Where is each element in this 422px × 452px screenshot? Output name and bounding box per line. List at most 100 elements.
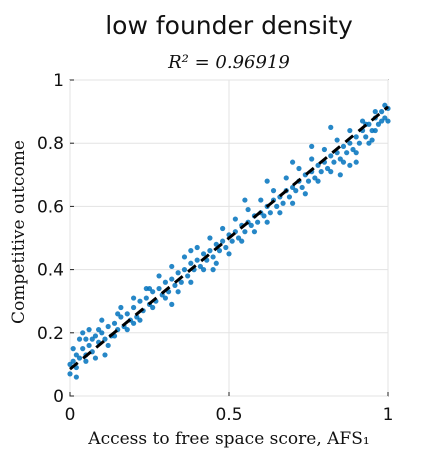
data-point	[334, 137, 340, 143]
data-point	[302, 191, 308, 197]
data-point	[328, 153, 334, 159]
data-point	[76, 336, 83, 342]
data-point	[328, 169, 334, 175]
data-point	[280, 200, 286, 206]
data-point	[267, 210, 273, 216]
data-point	[131, 295, 137, 301]
data-point	[331, 159, 337, 165]
data-point	[353, 159, 359, 165]
y-tick-label: 0.8	[37, 134, 64, 154]
data-point	[185, 273, 191, 279]
data-point	[150, 289, 156, 295]
data-point	[83, 336, 89, 342]
data-point	[318, 169, 324, 175]
y-tick-label: 0	[53, 387, 64, 407]
data-point	[223, 244, 229, 251]
data-point	[70, 346, 76, 352]
data-point	[70, 358, 76, 364]
data-point	[350, 146, 356, 153]
data-point	[290, 200, 296, 206]
data-point	[124, 311, 130, 317]
data-point	[299, 184, 305, 191]
data-point	[150, 304, 156, 311]
data-point	[261, 213, 267, 219]
data-point	[131, 320, 137, 326]
data-point	[216, 248, 223, 254]
figure-heading: low founder density	[105, 11, 353, 40]
data-point	[118, 314, 124, 320]
data-point	[200, 267, 207, 273]
data-point	[347, 127, 353, 134]
y-tick-label: 0.4	[37, 261, 64, 281]
data-point	[156, 285, 162, 292]
data-point	[213, 260, 219, 266]
data-point	[197, 263, 203, 270]
data-point	[235, 235, 242, 241]
data-point	[146, 285, 153, 292]
data-point	[105, 342, 111, 349]
data-point	[175, 270, 181, 276]
data-point	[340, 159, 347, 165]
data-point	[340, 143, 347, 149]
data-point	[296, 165, 302, 172]
data-point	[312, 175, 318, 181]
data-point	[242, 197, 248, 203]
data-point	[67, 371, 73, 377]
data-point	[137, 298, 143, 304]
x-tick-label: 0	[65, 405, 76, 425]
data-point	[251, 229, 258, 235]
data-point	[229, 238, 235, 244]
data-point	[366, 140, 372, 146]
data-point	[347, 140, 353, 146]
data-point	[270, 188, 277, 194]
data-point	[134, 314, 140, 320]
data-point	[92, 355, 99, 361]
data-point	[124, 327, 130, 333]
data-point	[188, 260, 194, 266]
data-point	[347, 162, 353, 168]
data-point	[344, 150, 350, 156]
data-point	[315, 178, 321, 184]
data-point	[274, 203, 280, 209]
grid-lines	[69, 79, 389, 397]
data-point	[96, 327, 102, 333]
data-point	[169, 276, 175, 282]
y-tick-label: 0.2	[37, 324, 64, 344]
data-point	[188, 279, 194, 285]
data-point	[264, 178, 270, 184]
data-point	[242, 229, 248, 235]
data-point	[210, 254, 216, 260]
data-point	[169, 301, 175, 307]
data-point	[309, 143, 315, 149]
data-point	[137, 317, 143, 323]
data-point	[207, 235, 213, 241]
data-point	[379, 109, 385, 115]
data-point	[283, 175, 289, 181]
data-point	[277, 210, 283, 216]
x-axis-label: Access to free space score, AFS₁	[87, 429, 369, 449]
data-point	[382, 115, 388, 121]
data-point	[369, 137, 375, 143]
data-point	[379, 118, 385, 124]
data-point	[67, 361, 73, 367]
data-point	[181, 267, 188, 273]
data-point	[175, 289, 181, 295]
data-point	[264, 219, 270, 225]
data-point	[356, 140, 362, 146]
data-point	[290, 159, 296, 165]
data-point	[181, 254, 188, 260]
data-point	[200, 251, 207, 257]
data-point	[169, 263, 175, 270]
data-point	[220, 238, 226, 244]
data-point	[309, 156, 315, 162]
data-point	[86, 342, 92, 349]
data-point	[172, 282, 178, 288]
data-point	[99, 330, 105, 336]
data-point	[143, 295, 149, 301]
data-point	[337, 156, 343, 162]
data-point	[131, 304, 137, 311]
data-point	[226, 251, 232, 257]
data-point	[232, 216, 238, 222]
data-point	[115, 311, 121, 317]
data-point	[99, 317, 105, 323]
